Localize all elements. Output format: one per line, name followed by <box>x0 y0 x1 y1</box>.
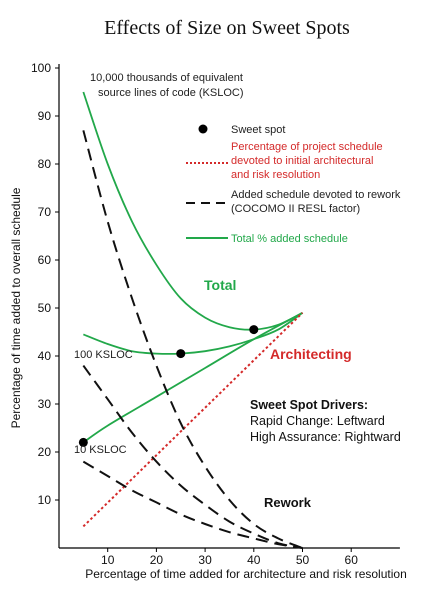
x-tick-label: 20 <box>150 553 164 567</box>
annotation-total: Total <box>204 277 236 293</box>
y-tick-label: 80 <box>38 157 52 171</box>
annotation-rework: Rework <box>264 495 312 510</box>
x-tick-label: 10 <box>101 553 115 567</box>
x-tick-label: 30 <box>198 553 212 567</box>
sweet-spot-point-1 <box>249 325 259 335</box>
y-tick-label: 100 <box>31 61 51 75</box>
series-line-total-100-ksloc <box>83 312 304 355</box>
y-tick-label: 20 <box>38 445 52 459</box>
legend-architecting-label-line1: Percentage of project schedule <box>231 141 383 153</box>
y-tick-label: 90 <box>38 109 52 123</box>
series-line-total-10-000-ksloc <box>82 91 303 331</box>
drivers-title: Sweet Spot Drivers: <box>250 398 368 412</box>
y-axis-label: Percentage of time added to overall sche… <box>9 187 23 428</box>
legend: Sweet spot Percentage of project schedul… <box>186 124 401 245</box>
y-tick-label: 30 <box>38 397 52 411</box>
x-axis-label: Percentage of time added for architectur… <box>85 567 407 581</box>
series-line-rework-10-000-ksloc <box>82 130 303 549</box>
y-tick-label: 10 <box>38 493 52 507</box>
legend-rework-label-line1: Added schedule devoted to rework <box>231 189 401 201</box>
series-line-architecting <box>82 312 304 528</box>
annotation-size-10000-line1: 10,000 thousands of equivalent <box>90 72 243 84</box>
sweet-spot-point-3 <box>78 437 88 447</box>
legend-architecting-label-line3: and risk resolution <box>231 169 320 181</box>
legend-total-label: Total % added schedule <box>231 233 348 245</box>
legend-sweet-spot-label: Sweet spot <box>231 124 285 136</box>
y-tick-label: 70 <box>38 205 52 219</box>
y-tick-label: 60 <box>38 253 52 267</box>
series-layer <box>82 91 304 549</box>
x-tick-label: 50 <box>296 553 310 567</box>
legend-rework-label-line2: (COCOMO II RESL factor) <box>231 203 360 215</box>
annotation-architecting: Architecting <box>270 346 352 362</box>
chart-title: Effects of Size on Sweet Spots <box>104 17 350 39</box>
y-tick-label: 40 <box>38 349 52 363</box>
x-tick-label: 40 <box>247 553 261 567</box>
series-line-rework-10-ksloc <box>82 460 303 549</box>
drivers-line-1: Rapid Change: Leftward <box>250 414 385 428</box>
legend-architecting-label-line2: devoted to initial architectural <box>231 155 373 167</box>
annotation-100-ksloc: 100 KSLOC <box>74 349 133 361</box>
drivers-line-2: High Assurance: Rightward <box>250 430 401 444</box>
axes: 10 20 30 40 50 60 10 20 30 40 50 60 70 80 90 100 <box>31 61 400 567</box>
sweet-spot-point-2 <box>176 349 186 359</box>
x-tick-label: 60 <box>345 553 359 567</box>
y-tick-label: 50 <box>38 301 52 315</box>
sweet-spot-layer <box>78 325 259 447</box>
series-line-rework-100-ksloc <box>82 365 303 549</box>
series-line-total-10-ksloc <box>82 312 303 444</box>
annotation-10-ksloc: 10 KSLOC <box>74 444 127 456</box>
legend-sweet-spot-marker <box>198 124 208 134</box>
annotation-size-10000-line2: source lines of code (KSLOC) <box>98 87 244 99</box>
